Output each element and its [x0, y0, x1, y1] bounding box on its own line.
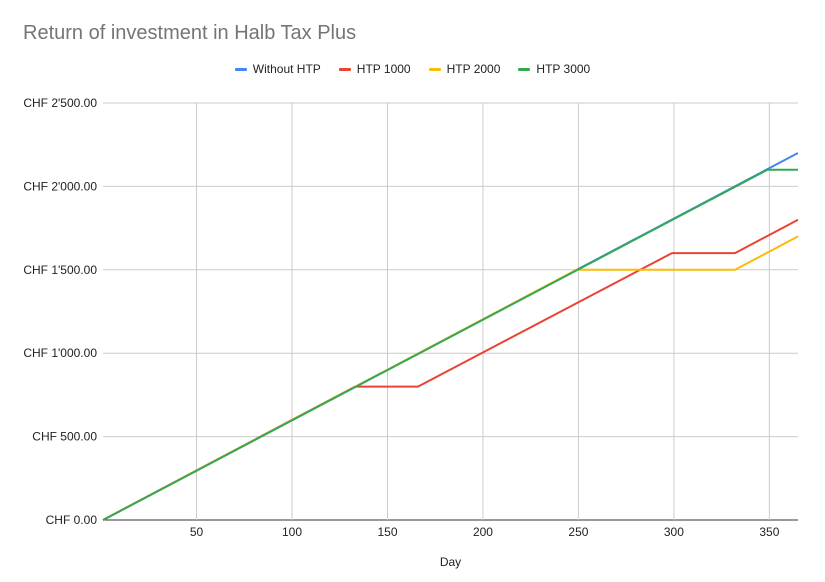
- chart-title: Return of investment in Halb Tax Plus: [23, 22, 357, 44]
- series-lines: [102, 152, 799, 521]
- y-tick-label: CHF 1'000.00: [23, 346, 97, 360]
- series-line-htp-2000[interactable]: [102, 235, 799, 521]
- gridlines: [103, 102, 798, 521]
- legend-item-htp-3000[interactable]: HTP 3000: [518, 62, 590, 76]
- series-line-htp-1000[interactable]: [102, 218, 799, 521]
- legend-label-htp-3000: HTP 3000: [536, 62, 591, 76]
- legend-item-htp-1000[interactable]: HTP 1000: [338, 62, 411, 76]
- y-tick-label: CHF 1'500.00: [23, 263, 97, 277]
- legend-swatch-htp-3000: [518, 67, 531, 71]
- chart-legend: Without HTP HTP 1000 HTP 2000 HTP 3000: [0, 62, 825, 76]
- x-axis-title: Day: [440, 555, 461, 569]
- y-tick-label: CHF 2'000.00: [23, 179, 97, 193]
- legend-item-without-htp[interactable]: Without HTP: [234, 62, 321, 76]
- x-tick-label: 100: [282, 525, 302, 539]
- legend-label-without-htp: Without HTP: [252, 62, 321, 76]
- x-tick-label: 250: [568, 525, 588, 539]
- legend-swatch-without-htp: [234, 67, 247, 71]
- y-tick-label: CHF 0.00: [46, 513, 98, 527]
- y-tick-label: CHF 2'500.00: [23, 96, 97, 110]
- legend-label-htp-1000: HTP 1000: [356, 62, 411, 76]
- y-tick-label: CHF 500.00: [32, 430, 97, 444]
- x-tick-label: 150: [377, 525, 397, 539]
- legend-label-htp-2000: HTP 2000: [446, 62, 501, 76]
- x-tick-label: 50: [190, 525, 204, 539]
- x-tick-label: 350: [759, 525, 779, 539]
- series-line-htp-3000[interactable]: [102, 168, 798, 521]
- legend-swatch-htp-2000: [428, 67, 441, 71]
- legend-item-htp-2000[interactable]: HTP 2000: [428, 62, 501, 76]
- legend-swatch-htp-1000: [338, 67, 351, 71]
- axes: CHF 0.00 CHF 500.00 CHF 1'000.00 CHF 1'500.…: [23, 96, 779, 539]
- x-tick-label: 200: [473, 525, 493, 539]
- x-tick-label: 300: [664, 525, 684, 539]
